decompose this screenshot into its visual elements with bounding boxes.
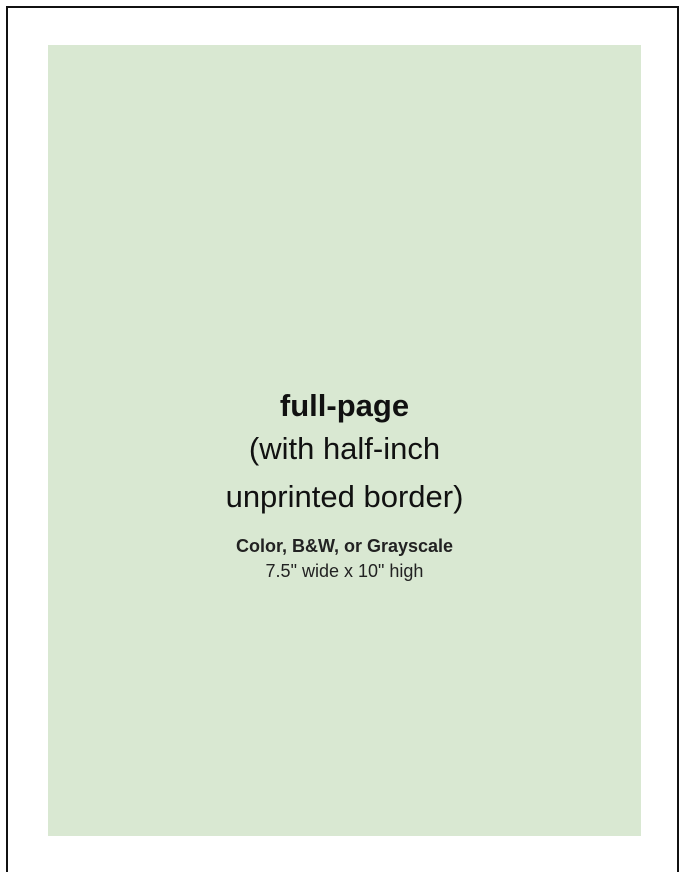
color-options: Color, B&W, or Grayscale [235,536,454,556]
ad-subtitle-line-2: unprinted border) [225,479,464,514]
ad-subtitle-line-1: (with half-inch [248,431,441,466]
ad-size-label: full-page (with half-inch unprinted bord… [48,387,641,583]
ad-title: full-page [279,388,410,423]
printed-ad-area: full-page (with half-inch unprinted bord… [48,45,641,836]
ad-dimensions: 7.5" wide x 10" high [265,561,424,581]
page-outline: full-page (with half-inch unprinted bord… [6,6,679,872]
